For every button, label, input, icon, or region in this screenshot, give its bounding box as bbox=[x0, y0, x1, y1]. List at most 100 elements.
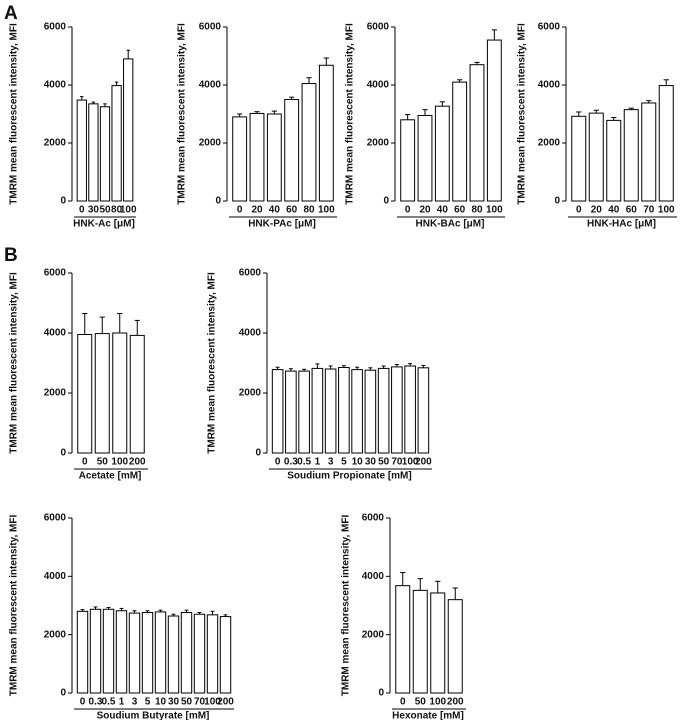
x-tick-label: 1 bbox=[119, 697, 125, 708]
y-axis-label: TMRM mean fluorescent intensity, MFI bbox=[341, 515, 352, 697]
bar bbox=[588, 112, 604, 202]
bar bbox=[94, 333, 110, 454]
x-tick-label: 30 bbox=[365, 457, 377, 468]
y-axis-label: TMRM mean fluorescent intensity, MFI bbox=[9, 23, 20, 205]
y-tick-label: 6000 bbox=[538, 22, 561, 33]
bar bbox=[338, 367, 350, 454]
y-tick-label: 6000 bbox=[199, 22, 222, 33]
y-tick-label: 2000 bbox=[362, 629, 385, 640]
bar bbox=[129, 334, 145, 454]
y-tick-label: 6000 bbox=[44, 22, 67, 33]
bar bbox=[111, 85, 122, 202]
bar bbox=[99, 106, 111, 202]
x-tick-label: 0.3 bbox=[284, 457, 298, 468]
x-axis-label: HNK-BAc [μM] bbox=[416, 219, 485, 230]
y-tick-label: 6000 bbox=[362, 513, 385, 524]
x-tick-label: 100 bbox=[658, 205, 675, 216]
y-tick-label: 4000 bbox=[44, 328, 67, 339]
x-tick-label: 5 bbox=[341, 457, 347, 468]
x-tick-label: 60 bbox=[626, 205, 638, 216]
y-tick-label: 0 bbox=[60, 688, 66, 699]
x-tick-label: 1 bbox=[315, 457, 321, 468]
x-tick-label: 70 bbox=[391, 457, 403, 468]
bar bbox=[641, 102, 657, 202]
y-tick-label: 0 bbox=[554, 196, 560, 207]
x-tick-label: 70 bbox=[194, 697, 206, 708]
x-tick-label: 60 bbox=[286, 205, 298, 216]
x-tick-label: 0.3 bbox=[89, 697, 103, 708]
y-tick-label: 0 bbox=[215, 196, 221, 207]
bar bbox=[219, 616, 232, 694]
bar bbox=[271, 369, 284, 454]
bar bbox=[364, 369, 377, 454]
y-axis-label: TMRM mean fluorescent intensity, MFI bbox=[9, 515, 20, 697]
x-tick-label: 200 bbox=[217, 697, 234, 708]
bar bbox=[377, 367, 390, 454]
x-tick-label: 80 bbox=[111, 205, 123, 216]
bar bbox=[658, 85, 674, 202]
x-tick-label: 10 bbox=[155, 697, 167, 708]
bar bbox=[76, 610, 89, 694]
x-tick-label: 100 bbox=[111, 457, 128, 468]
x-axis-label: Soudium Propionate [mM] bbox=[287, 471, 411, 482]
bar bbox=[284, 99, 300, 202]
x-tick-label: 20 bbox=[591, 205, 603, 216]
bar bbox=[434, 105, 450, 202]
bar bbox=[486, 39, 502, 202]
x-tick-label: 50 bbox=[97, 457, 109, 468]
x-tick-label: 0 bbox=[82, 457, 88, 468]
bar bbox=[76, 99, 87, 202]
x-tick-label: 0 bbox=[237, 205, 243, 216]
y-tick-label: 2000 bbox=[239, 388, 262, 399]
x-tick-label: 0 bbox=[80, 697, 86, 708]
y-tick-label: 0 bbox=[383, 196, 389, 207]
bar bbox=[141, 612, 154, 694]
bar bbox=[102, 608, 115, 694]
x-tick-label: 200 bbox=[415, 457, 432, 468]
x-tick-label: 200 bbox=[129, 457, 146, 468]
bar bbox=[112, 332, 128, 454]
bar bbox=[88, 103, 99, 202]
x-tick-label: 100 bbox=[318, 205, 335, 216]
x-axis-label: Acetate [mM] bbox=[79, 471, 142, 482]
x-tick-label: 3 bbox=[132, 697, 138, 708]
bar bbox=[400, 119, 416, 202]
x-tick-label: 3 bbox=[328, 457, 334, 468]
x-axis-label: HNK-HAc [μM] bbox=[587, 219, 656, 230]
x-tick-label: 0 bbox=[275, 457, 281, 468]
y-tick-label: 6000 bbox=[44, 268, 67, 279]
bar bbox=[298, 370, 310, 454]
x-tick-label: 0.5 bbox=[102, 697, 116, 708]
y-tick-label: 4000 bbox=[367, 80, 390, 91]
y-tick-label: 2000 bbox=[199, 138, 222, 149]
y-tick-label: 6000 bbox=[239, 268, 262, 279]
y-tick-label: 6000 bbox=[44, 513, 67, 524]
bar bbox=[266, 113, 282, 202]
x-tick-label: 50 bbox=[415, 697, 427, 708]
bar bbox=[180, 612, 193, 694]
x-tick-label: 20 bbox=[251, 205, 263, 216]
x-tick-label: 100 bbox=[486, 205, 503, 216]
y-tick-label: 0 bbox=[60, 196, 66, 207]
y-tick-label: 4000 bbox=[44, 80, 67, 91]
x-tick-label: 0 bbox=[405, 205, 411, 216]
x-axis-label: HNK-Ac [μM] bbox=[73, 219, 135, 230]
bar bbox=[285, 370, 297, 454]
x-tick-label: 20 bbox=[419, 205, 431, 216]
x-tick-label: 50 bbox=[99, 205, 111, 216]
x-tick-label: 40 bbox=[269, 205, 281, 216]
bar bbox=[430, 592, 446, 694]
x-tick-label: 0.5 bbox=[297, 457, 311, 468]
bar bbox=[311, 367, 324, 454]
x-tick-label: 30 bbox=[168, 697, 180, 708]
bar bbox=[417, 114, 433, 202]
bar bbox=[412, 589, 428, 694]
x-tick-label: 100 bbox=[402, 457, 419, 468]
y-tick-label: 4000 bbox=[199, 80, 222, 91]
y-axis-label: TMRM mean fluorescent intensity, MFI bbox=[9, 272, 20, 454]
x-tick-label: 50 bbox=[378, 457, 390, 468]
x-tick-label: 40 bbox=[608, 205, 620, 216]
x-tick-label: 70 bbox=[643, 205, 655, 216]
y-tick-label: 2000 bbox=[44, 388, 67, 399]
